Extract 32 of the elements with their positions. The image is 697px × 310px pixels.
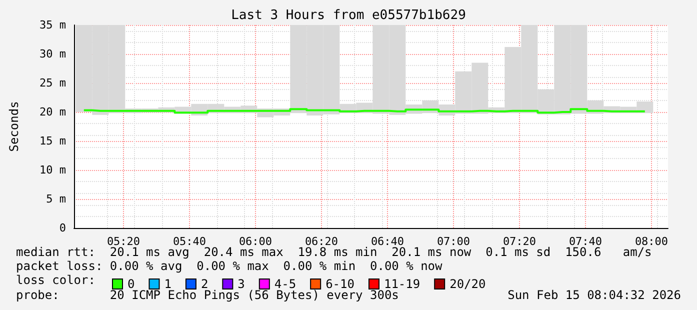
x-tick-label: 07:40 (568, 235, 602, 248)
x-tick-label: 06:00 (238, 235, 272, 248)
x-tick-label: 07:20 (502, 235, 536, 248)
legend-label: 1 (164, 277, 172, 291)
legend-label: 2 (200, 277, 208, 291)
text: probe: 20 ICMP Echo Pings (56 Bytes) every 300s (16, 288, 399, 302)
x-tick-label: 05:20 (106, 235, 140, 248)
x-tick-label: 08:00 (634, 235, 668, 248)
legend-label: 6-10 (326, 277, 354, 291)
text: Sun Feb 15 08:04:32 2026 (508, 288, 681, 302)
y-tick-label: 35 m (40, 18, 66, 32)
x-tick-label: 06:20 (304, 235, 338, 248)
legend-label: 0 (128, 277, 135, 291)
y-tick-label: 25 m (40, 76, 66, 90)
legend-label: 3 (238, 277, 245, 291)
legend-label: 11-19 (384, 277, 420, 291)
legend-title: loss color: (16, 273, 96, 287)
y-tick-label: 20 m (40, 106, 66, 118)
text: packet loss: 0.00 % avg 0.00 % max 0.00 % min 0.00 % now (16, 259, 444, 273)
x-tick-label: 07:00 (436, 235, 470, 248)
text: median rtt: 20.1 ms avg 20.4 ms max 19.8 ms min 20.1 ms now 0.1 ms sd 150.6 am/s (16, 245, 652, 259)
y-tick-label: 0 (59, 222, 66, 234)
legend-label: 4-5 (274, 277, 296, 291)
legend-label: 20/20 (450, 277, 486, 291)
y-tick-label: 30 m (40, 48, 66, 60)
y-tick-label: 5 m (46, 192, 66, 206)
y-tick-label: 10 m (40, 164, 66, 176)
x-tick-label: 05:40 (172, 235, 206, 248)
x-tick-label: 06:40 (370, 235, 404, 248)
chart-title: Last 3 Hours from e05577b1b629 (231, 8, 466, 23)
y-tick-label: 15 m (40, 134, 66, 148)
y-axis-title: Seconds (7, 101, 21, 152)
